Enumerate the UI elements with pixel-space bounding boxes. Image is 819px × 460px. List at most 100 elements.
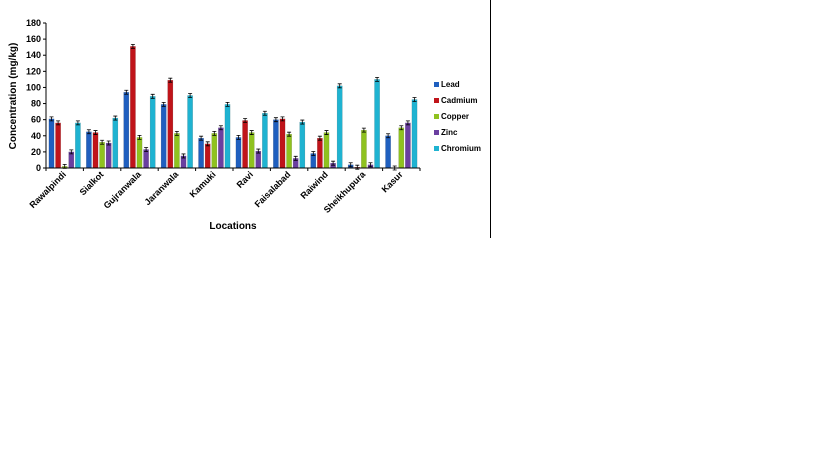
error-bar: [49, 116, 54, 122]
error-bar: [181, 153, 186, 159]
error-bar: [293, 155, 298, 161]
error-bar: [375, 76, 380, 82]
bar-copper-faisalabad: [286, 133, 292, 169]
y-tick-label: 120: [26, 66, 41, 76]
bar-zinc-kamuki: [218, 127, 224, 169]
legend-swatch-copper: [434, 114, 439, 119]
error-bar: [324, 130, 329, 135]
x-tick-label: Sialkot: [78, 169, 106, 197]
bar-chromium-raiwind: [336, 85, 343, 169]
error-bar: [168, 77, 173, 83]
error-bar: [130, 43, 135, 49]
legend-swatch-chromium: [434, 146, 439, 151]
error-bar: [144, 147, 149, 152]
x-tick-label: Kamuki: [188, 169, 218, 199]
legend-swatch-zinc: [434, 130, 439, 135]
error-bar: [69, 149, 74, 155]
bar-chromium-sialkot: [112, 117, 119, 169]
bar-chromium-jaranwala: [187, 95, 193, 169]
bar-zinc-kasur: [405, 122, 411, 169]
bar-cadmium-raiwind: [317, 137, 323, 169]
error-bar: [280, 116, 285, 122]
bar-chromium-faisalabad: [299, 121, 306, 169]
error-bar: [150, 93, 155, 99]
error-bar: [337, 83, 342, 89]
bar-zinc-gujranwala: [143, 149, 149, 169]
error-bar: [199, 135, 204, 141]
x-tick-label: Rawalpindi: [27, 169, 68, 210]
error-bar: [256, 148, 261, 154]
error-bar: [100, 139, 105, 145]
bar-copper-kasur: [398, 127, 405, 169]
divider: [490, 0, 491, 238]
error-bar: [361, 127, 366, 133]
bar-lead-kasur: [385, 135, 391, 169]
error-bar: [287, 131, 292, 137]
bar-lead-faisalabad: [273, 119, 279, 169]
error-bar: [273, 117, 278, 123]
legend: Lead Cadmium Copper Zinc Chromium: [434, 80, 481, 153]
bar-cadmium-rawalpindi: [55, 122, 61, 169]
bar-lead-sialkot: [86, 131, 92, 169]
x-axis-title: Locations: [209, 221, 257, 232]
x-tick-label: Raiwind: [298, 169, 329, 200]
error-bar: [218, 125, 223, 131]
error-bar: [317, 135, 322, 141]
error-bar: [399, 125, 404, 131]
bar-lead-ravi: [235, 137, 242, 169]
y-tick-label: 80: [31, 99, 41, 109]
error-bar: [331, 160, 336, 166]
x-tick-label: Gujranwala: [102, 169, 144, 211]
legend-label-chromium: Chromium: [441, 144, 481, 153]
bars: [48, 43, 418, 171]
legend-label-lead: Lead: [441, 80, 460, 89]
error-bar: [311, 151, 316, 156]
bar-copper-kamuki: [211, 133, 218, 169]
y-tick-label: 0: [36, 163, 41, 173]
bar-copper-sheikhupura: [361, 129, 367, 169]
bar-lead-gujranwala: [123, 92, 130, 169]
error-bar: [137, 134, 142, 140]
error-bar: [412, 97, 417, 102]
y-tick-label: 60: [31, 115, 41, 125]
error-bar: [262, 110, 267, 116]
bar-chromium-gujranwala: [149, 96, 156, 169]
error-bar: [188, 93, 193, 98]
legend-label-zinc: Zinc: [441, 128, 458, 137]
y-axis-title: Concentration (mg/kg): [8, 43, 19, 150]
x-tick-label: Faisalabad: [253, 169, 293, 209]
error-bar: [93, 130, 98, 135]
bar-lead-jaranwala: [160, 104, 167, 169]
bar-cadmium-jaranwala: [167, 79, 174, 169]
bar-cadmium-gujranwala: [130, 46, 136, 169]
y-tick-label: 20: [31, 147, 41, 157]
y-tick-label: 140: [26, 50, 41, 60]
y-tick-label: 180: [26, 18, 41, 28]
error-bar: [212, 130, 217, 136]
bar-chromium-kasur: [411, 99, 418, 169]
error-bar: [225, 101, 230, 107]
legend-swatch-lead: [434, 82, 439, 87]
x-tick-label: Kasur: [380, 169, 405, 194]
x-tick-label: Ravi: [235, 169, 256, 190]
error-bar: [86, 129, 91, 135]
y-tick-label: 160: [26, 34, 41, 44]
y-axis-ticks: 0 20 40 60 80 100 120 140 160 180: [26, 18, 46, 173]
error-bar: [368, 162, 373, 168]
bar-chromium-rawalpindi: [75, 122, 81, 169]
bar-copper-ravi: [248, 132, 255, 169]
error-bar: [113, 115, 118, 121]
bar-lead-kamuki: [198, 137, 204, 169]
bar-cadmium-faisalabad: [279, 118, 286, 169]
error-bar: [348, 162, 353, 168]
legend-label-cadmium: Cadmium: [441, 96, 477, 105]
bar-zinc-sialkot: [105, 142, 112, 169]
bar-chromium-ravi: [262, 113, 268, 169]
bar-copper-sialkot: [99, 142, 105, 169]
bar-lead-rawalpindi: [48, 118, 55, 169]
error-bar: [205, 141, 210, 147]
error-bar: [161, 101, 166, 107]
bar-cadmium-ravi: [242, 120, 248, 169]
